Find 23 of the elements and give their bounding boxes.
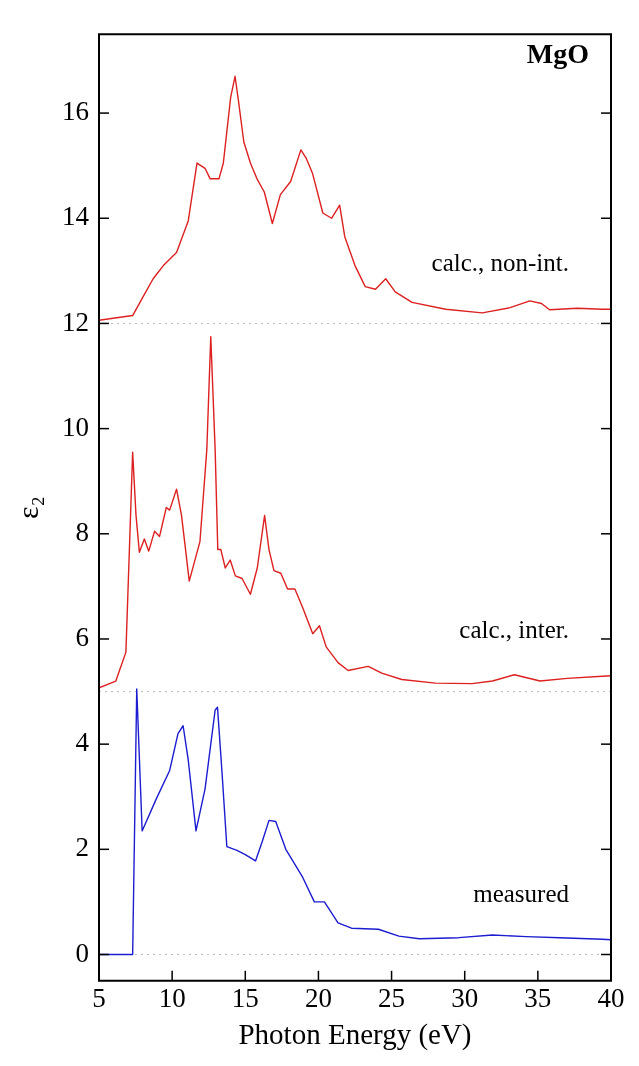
x-tick-label: 15 bbox=[231, 983, 259, 1014]
y-tick-label: 10 bbox=[62, 411, 89, 442]
x-tick-label: 20 bbox=[304, 983, 332, 1014]
series-label: calc., inter. bbox=[459, 615, 569, 643]
y-tick-label: 6 bbox=[75, 622, 89, 653]
x-tick-label: 5 bbox=[92, 983, 106, 1014]
y-axis-title: ε₂ bbox=[10, 495, 44, 520]
y-tick-label: 8 bbox=[75, 516, 89, 547]
x-tick-label: 25 bbox=[378, 983, 406, 1014]
y-tick-label: 14 bbox=[62, 201, 90, 232]
x-tick-label: 40 bbox=[597, 983, 625, 1014]
x-tick-label: 35 bbox=[524, 983, 552, 1014]
y-tick-label: 2 bbox=[75, 832, 89, 863]
y-tick-label: 4 bbox=[75, 727, 90, 758]
y-tick-label: 16 bbox=[62, 96, 89, 127]
x-tick-label: 10 bbox=[158, 983, 186, 1014]
series-label: calc., non-int. bbox=[431, 249, 569, 277]
y-tick-label: 12 bbox=[62, 306, 89, 337]
chart-title: MgO bbox=[526, 38, 589, 70]
x-tick-label: 30 bbox=[451, 983, 479, 1014]
y-tick-label: 0 bbox=[75, 937, 89, 968]
series-label: measured bbox=[473, 879, 570, 907]
x-axis-title: Photon Energy (eV) bbox=[238, 1018, 472, 1052]
